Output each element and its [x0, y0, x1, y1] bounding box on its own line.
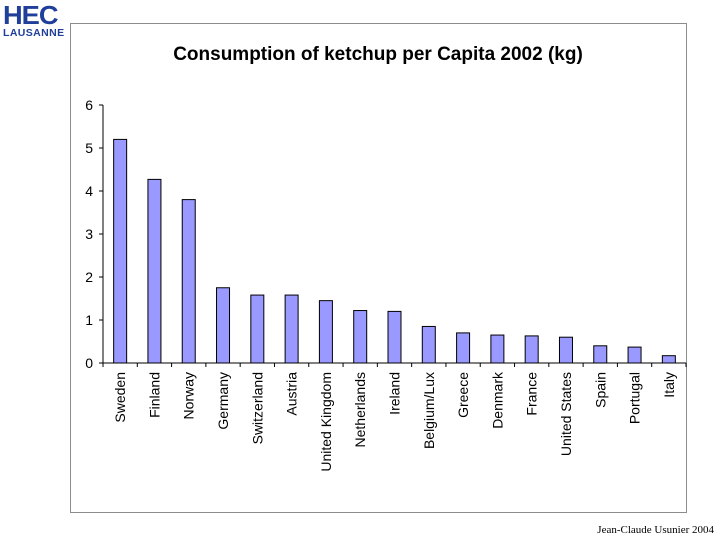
logo-sub-text: LAUSANNE [3, 27, 65, 39]
x-category-label: Norway [181, 372, 197, 419]
y-tick-label: 3 [85, 226, 93, 242]
x-category-label: Sweden [112, 372, 128, 423]
x-category-label: United States [558, 372, 574, 456]
y-tick-label: 6 [85, 97, 93, 113]
x-category-label: Italy [661, 372, 677, 398]
footer-credit: Jean-Claude Usunier 2004 [597, 524, 714, 536]
bar-spain [593, 345, 608, 364]
x-category-label: Switzerland [249, 372, 265, 444]
x-category-label: Greece [455, 372, 471, 418]
bar-denmark [490, 334, 505, 364]
bar-ireland [387, 310, 402, 364]
x-category-label: Finland [146, 372, 162, 418]
x-category-label: Austria [284, 372, 300, 416]
x-category-label: Netherlands [352, 372, 368, 448]
hec-lausanne-logo: HEC LAUSANNE [3, 2, 67, 40]
bar-germany [216, 287, 231, 364]
bar-italy [661, 355, 676, 364]
y-tick-label: 1 [85, 312, 93, 328]
bar-sweden [113, 138, 128, 364]
bar-norway [181, 199, 196, 364]
x-category-label: France [524, 372, 540, 416]
x-category-label: Ireland [387, 372, 403, 415]
bar-belgium-lux [421, 325, 436, 364]
x-category-label: Belgium/Lux [421, 372, 437, 449]
y-tick-label: 2 [85, 269, 93, 285]
bar-austria [284, 294, 299, 364]
y-tick-label: 0 [85, 355, 93, 371]
x-category-label: Spain [592, 372, 608, 408]
bar-united-kingdom [318, 300, 333, 364]
x-category-label: Portugal [627, 372, 643, 424]
x-category-label: Germany [215, 372, 231, 430]
bar-united-states [558, 336, 573, 364]
x-category-label: United Kingdom [318, 372, 334, 472]
chart-title: Consumption of ketchup per Capita 2002 (… [173, 44, 583, 65]
y-tick-label: 4 [85, 183, 93, 199]
bar-netherlands [353, 310, 368, 364]
y-tick-label: 5 [85, 140, 93, 156]
logo-main-text: HEC [3, 0, 59, 30]
bar-portugal [627, 346, 642, 364]
x-category-label: Denmark [489, 371, 505, 429]
bar-switzerland [250, 294, 265, 364]
bar-france [524, 335, 539, 364]
chart-frame [70, 23, 687, 513]
bar-greece [456, 332, 471, 364]
bar-finland [147, 178, 162, 364]
